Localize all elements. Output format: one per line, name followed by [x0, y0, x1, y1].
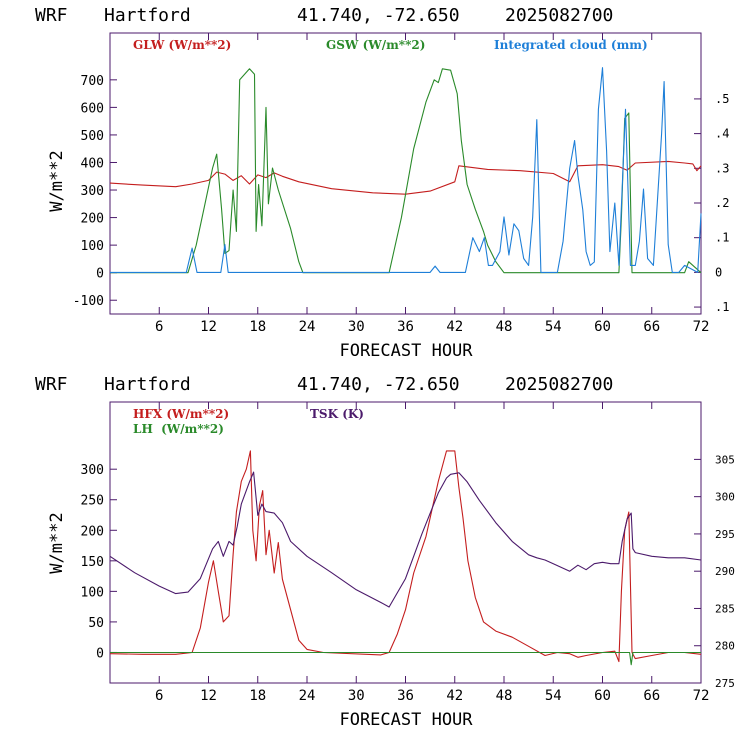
x-tick-label: 66	[643, 319, 660, 335]
chart-header: WRF Hartford 41.740, -72.650 2025082700	[35, 5, 613, 26]
chart-top: WRF Hartford 41.740, -72.650 2025082700 …	[35, 5, 729, 361]
y-tick-label: 300	[81, 184, 104, 199]
y-tick-label: 0	[96, 267, 104, 282]
y-tick-label: 200	[81, 524, 104, 539]
axes: 6 12 18 24 30 36 42 48 54 60 66 72 -100 0 100 200 300 400…	[73, 33, 729, 335]
legend: HFX (W/m**2) LH (W/m**2) TSK (K)	[133, 407, 364, 436]
series	[109, 67, 702, 274]
coords-label: 41.740, -72.650	[297, 5, 460, 26]
legend-item-hfx: HFX (W/m**2)	[133, 407, 229, 421]
legend: GLW (W/m**2) GSW (W/m**2) Integrated clo…	[133, 38, 648, 52]
y-tick-label: 150	[81, 555, 104, 570]
legend-item-cloud: Integrated cloud (mm)	[494, 38, 648, 52]
y-tick-label: 300	[81, 463, 104, 478]
site-label: Hartford	[104, 374, 191, 395]
x-tick-label: 42	[446, 319, 463, 335]
series-line-integrated	[110, 67, 702, 273]
run-label: 2025082700	[505, 374, 613, 395]
y-tick-label: -100	[73, 294, 104, 309]
y2-tick-label: 275	[715, 677, 735, 690]
chart-header: WRF Hartford 41.740, -72.650 2025082700	[35, 374, 613, 395]
series-line-hfx	[109, 450, 702, 663]
coords-label: 41.740, -72.650	[297, 374, 460, 395]
x-tick-label: 6	[155, 319, 163, 335]
y2-tick-label: .1	[715, 300, 729, 314]
y2-tick-label: 280	[715, 640, 735, 653]
y-axis-label: W/m**2	[47, 512, 67, 573]
y-tick-label: 400	[81, 156, 104, 171]
x-tick-label: 72	[693, 319, 710, 335]
plot-frame	[109, 401, 702, 684]
y-tick-label: 50	[88, 616, 104, 631]
legend-item-lh: LH (W/m**2)	[133, 422, 224, 436]
x-tick-label: 54	[545, 688, 562, 704]
y-axis-label: W/m**2	[47, 150, 67, 211]
x-tick-label: 18	[249, 688, 266, 704]
x-tick-label: 72	[693, 688, 710, 704]
x-tick-label: 36	[397, 688, 414, 704]
y2-tick-label: 0	[715, 265, 722, 279]
series	[109, 450, 702, 666]
x-tick-label: 30	[348, 688, 365, 704]
x-tick-label: 12	[200, 688, 217, 704]
x-axis-label: FORECAST HOUR	[339, 341, 473, 361]
x-tick-label: 60	[594, 319, 611, 335]
x-tick-label: 30	[348, 319, 365, 335]
y2-tick-label: 290	[715, 565, 735, 578]
x-axis-label: FORECAST HOUR	[339, 710, 473, 730]
series-line-tsk	[109, 471, 702, 608]
x-tick-label: 24	[299, 688, 316, 704]
y2-tick-label: .4	[715, 127, 729, 141]
x-tick-label: 66	[643, 688, 660, 704]
y-tick-label: 700	[81, 74, 104, 89]
x-tick-label: 36	[397, 319, 414, 335]
y2-tick-label: .5	[715, 92, 729, 106]
series-line-gsw	[110, 68, 702, 274]
series-line-glw	[109, 160, 702, 195]
x-tick-label: 24	[299, 319, 316, 335]
legend-item-tsk: TSK (K)	[310, 407, 364, 421]
y-tick-label: 100	[81, 239, 104, 254]
y-tick-label: 600	[81, 101, 104, 116]
run-label: 2025082700	[505, 5, 613, 26]
x-tick-label: 18	[249, 319, 266, 335]
y2-tick-label: .2	[715, 196, 729, 210]
y2-tick-label: .3	[715, 161, 729, 175]
x-tick-label: 60	[594, 688, 611, 704]
y-tick-label: 200	[81, 212, 104, 227]
y2-tick-label: 300	[715, 491, 735, 504]
y-tick-label: 500	[81, 129, 104, 144]
legend-item-gsw: GSW (W/m**2)	[326, 38, 425, 52]
y-tick-label: 100	[81, 585, 104, 600]
legend-item-glw: GLW (W/m**2)	[133, 38, 231, 52]
y2-tick-label: .1	[715, 231, 729, 245]
site-label: Hartford	[104, 5, 191, 26]
y2-tick-label: 295	[715, 528, 735, 541]
x-tick-label: 48	[496, 319, 513, 335]
x-tick-label: 42	[446, 688, 463, 704]
model-label: WRF	[35, 374, 68, 395]
x-tick-label: 12	[200, 319, 217, 335]
y-tick-label: 250	[81, 494, 104, 509]
series-line-lh	[110, 651, 701, 666]
chart-bottom: WRF Hartford 41.740, -72.650 2025082700 …	[35, 374, 735, 730]
y-tick-label: 0	[96, 646, 104, 661]
model-label: WRF	[35, 5, 68, 26]
x-tick-label: 48	[496, 688, 513, 704]
y2-tick-label: 285	[715, 602, 735, 615]
x-tick-label: 6	[155, 688, 163, 704]
x-tick-label: 54	[545, 319, 562, 335]
axes: 6 12 18 24 30 36 42 48 54 60 66 72 0 50 100 150 200 250 30…	[81, 402, 735, 704]
y2-tick-label: 305	[715, 453, 735, 466]
